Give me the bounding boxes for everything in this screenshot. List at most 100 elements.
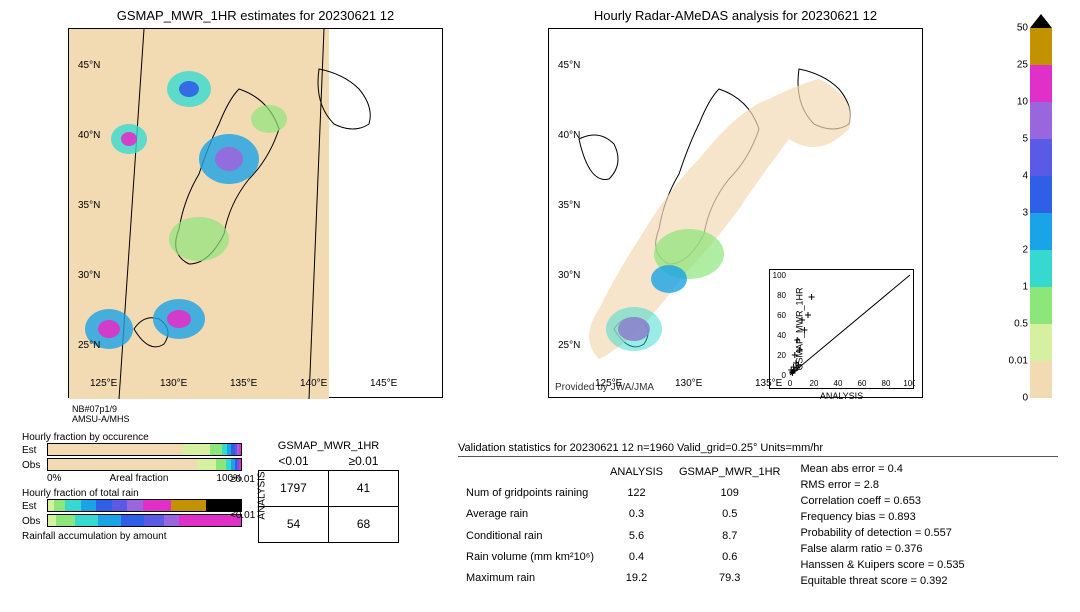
scatter-point [805,312,811,318]
frac-est-label1: Est [22,445,47,456]
ct-product: GSMAP_MWR_1HR [258,440,399,452]
cb-tick: 4 [1022,171,1028,182]
svg-text:60: 60 [777,311,786,320]
colorbar [1030,28,1052,398]
stat-metric: False alarm ratio = 0.376 [800,541,964,557]
stat-a: 5.6 [602,525,671,546]
scatter-point [809,294,815,300]
stat-metric: Mean abs error = 0.4 [800,461,964,477]
stat-metric: Hanssen & Kuipers score = 0.535 [800,557,964,573]
stat-label: Num of gridpoints raining [458,482,602,503]
contingency-table: <0.01≥0.01 179741 5468 [258,452,399,543]
fraction-title1: Hourly fraction by occurence [22,432,242,443]
svg-text:100: 100 [903,379,915,388]
cb-tick: 10 [1017,97,1028,108]
stat-b: 79.3 [671,568,788,589]
map-tick: 35°N [78,200,100,211]
map-tick: 30°N [78,270,100,281]
map-tick: 130°E [160,378,187,389]
map-tick: 135°E [755,378,782,389]
contingency-block: GSMAP_MWR_1HR <0.01≥0.01 179741 5468 ANA… [258,440,399,543]
rain-obs-bar [47,514,242,527]
stat-a: 19.2 [602,568,671,589]
stat-metric: RMS error = 2.8 [800,477,964,493]
sensor-line2: AMSU-A/MHS [72,415,130,425]
stats-right-col: Mean abs error = 0.4RMS error = 2.8Corre… [800,461,964,589]
map-tick: 125°E [595,378,622,389]
scatter-diag [790,275,910,375]
right-map-panel: Provided by JWA/JMA 00202040406060808010… [548,28,923,398]
stat-metric: Probability of detection = 0.557 [800,525,964,541]
map-tick: 40°N [78,130,100,141]
map-tick: 45°N [558,60,580,71]
svg-text:80: 80 [882,379,891,388]
stat-label: Average rain [458,504,602,525]
frac-obs-label1: Obs [22,460,47,471]
map-tick: 130°E [675,378,702,389]
stat-a: 0.4 [602,546,671,567]
map-tick: 35°N [558,200,580,211]
ct-col1: <0.01 [259,452,329,470]
svg-text:20: 20 [810,379,819,388]
map-tick: 140°E [300,378,327,389]
svg-text:40: 40 [777,331,786,340]
stats-header: Validation statistics for 20230621 12 n=… [458,442,1058,457]
left-map-svg [69,29,444,399]
ct-00: 1797 [259,470,329,506]
cb-tick: 0 [1022,393,1028,404]
sensor-labels: NB#07p1/9 AMSU-A/MHS [72,405,130,425]
frac-axis-mid: Areal fraction [61,473,216,484]
stat-a: 122 [602,482,671,503]
stat-b: 0.6 [671,546,788,567]
ct-ylabel: ANALYSIS [257,471,268,519]
cb-tick: 0.5 [1014,319,1028,330]
scatter-svg: 002020404060608080100100 [770,270,915,390]
svg-text:100: 100 [773,271,787,280]
stats-block: Validation statistics for 20230621 12 n=… [458,442,1058,589]
stat-label: Rain volume (mm km²10⁶) [458,546,602,567]
ct-11: 68 [329,506,399,542]
left-map-title: GSMAP_MWR_1HR estimates for 20230621 12 [68,8,443,23]
stat-metric: Equitable threat score = 0.392 [800,573,964,589]
frac-est-label2: Est [22,501,47,512]
stat-metric: Correlation coeff = 0.653 [800,493,964,509]
fraction-title3: Rainfall accumulation by amount [22,531,242,542]
frac-axis-0: 0% [47,473,61,484]
rain-est-bar [47,499,242,512]
svg-text:20: 20 [777,351,786,360]
scatter-inset: 002020404060608080100100 ANALYSIS GSMAP_… [769,269,914,389]
svg-text:40: 40 [834,379,843,388]
scatter-ylabel: GSMAP_MWR_1HR [795,287,805,370]
map-tick: 45°N [78,60,100,71]
ct-col2: ≥0.01 [329,452,399,470]
cb-tick: 25 [1017,60,1028,71]
svg-text:0: 0 [788,379,793,388]
map-tick: 25°N [78,340,100,351]
ct-row-lt: <0.01 [230,510,255,521]
frac-obs-label2: Obs [22,516,47,527]
cb-tick: 0.01 [1009,356,1028,367]
cb-tick: 2 [1022,245,1028,256]
cb-tick: 5 [1022,134,1028,145]
left-map-panel [68,28,443,398]
fraction-block: Hourly fraction by occurence Est Obs 0% … [22,432,242,542]
right-map-title: Hourly Radar-AMeDAS analysis for 2023062… [548,8,923,23]
ct-10: 54 [259,506,329,542]
stat-b: 8.7 [671,525,788,546]
occ-est-bar [47,443,242,456]
map-tick: 125°E [90,378,117,389]
ct-01: 41 [329,470,399,506]
colorbar-top-tri [1030,14,1052,28]
cb-tick: 3 [1022,208,1028,219]
stats-table: ANALYSISGSMAP_MWR_1HR Num of gridpoints … [458,461,788,589]
svg-text:60: 60 [858,379,867,388]
stat-label: Maximum rain [458,568,602,589]
svg-text:80: 80 [777,291,786,300]
map-tick: 40°N [558,130,580,141]
occ-obs-bar [47,458,242,471]
map-tick: 25°N [558,340,580,351]
map-tick: 145°E [370,378,397,389]
stats-colh2: GSMAP_MWR_1HR [671,461,788,482]
ct-row-ge: ≥0.01 [230,474,255,485]
stat-b: 109 [671,482,788,503]
